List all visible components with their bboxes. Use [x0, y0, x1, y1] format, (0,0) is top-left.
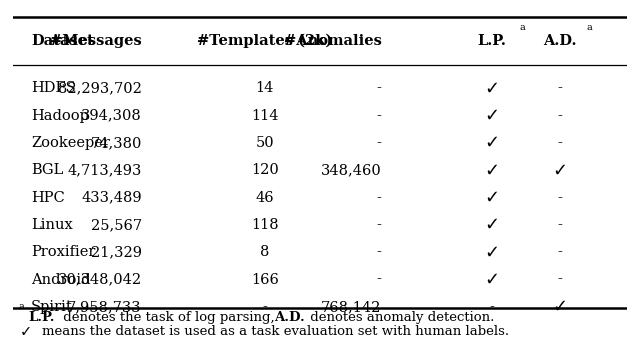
- Text: ✓: ✓: [484, 79, 500, 97]
- Text: -: -: [557, 218, 562, 232]
- Text: -: -: [376, 191, 381, 205]
- Text: Spirit: Spirit: [31, 300, 73, 314]
- Text: 120: 120: [251, 163, 278, 177]
- Text: 114: 114: [251, 109, 278, 123]
- Text: ✓: ✓: [484, 243, 500, 261]
- Text: ✓: ✓: [484, 107, 500, 125]
- Text: Linux: Linux: [31, 218, 73, 232]
- Text: 394,308: 394,308: [81, 109, 142, 123]
- Text: ✓: ✓: [484, 271, 500, 289]
- Text: -: -: [376, 109, 381, 123]
- Text: -: -: [557, 109, 562, 123]
- Text: means the dataset is used as a task evaluation set with human labels.: means the dataset is used as a task eval…: [42, 325, 509, 338]
- Text: L.P.: L.P.: [28, 311, 54, 324]
- Text: Dataset: Dataset: [31, 34, 94, 48]
- Text: -: -: [376, 218, 381, 232]
- Text: #Messages: #Messages: [50, 34, 142, 48]
- Text: -: -: [557, 273, 562, 287]
- Text: Proxifier: Proxifier: [31, 245, 95, 259]
- Text: 82,293,702: 82,293,702: [58, 81, 142, 95]
- Text: ✓: ✓: [484, 162, 500, 179]
- Text: -: -: [376, 273, 381, 287]
- Text: A.D.: A.D.: [543, 34, 577, 48]
- Text: 433,489: 433,489: [81, 191, 142, 205]
- Text: L.P.: L.P.: [477, 34, 506, 48]
- Text: A.D.: A.D.: [274, 311, 305, 324]
- Text: -: -: [557, 136, 562, 150]
- Text: 7,958,733: 7,958,733: [67, 300, 142, 314]
- Text: -: -: [557, 245, 562, 259]
- Text: HPC: HPC: [31, 191, 65, 205]
- Text: Zookeeper: Zookeeper: [31, 136, 110, 150]
- Text: -: -: [376, 81, 381, 95]
- Text: BGL: BGL: [31, 163, 63, 177]
- Text: a: a: [586, 23, 592, 32]
- Text: 21,329: 21,329: [91, 245, 142, 259]
- Text: a: a: [520, 23, 525, 32]
- Text: ✓: ✓: [552, 162, 567, 179]
- Text: 8: 8: [260, 245, 269, 259]
- Text: ✓: ✓: [484, 134, 500, 152]
- Text: 50: 50: [255, 136, 274, 150]
- Text: 25,567: 25,567: [91, 218, 142, 232]
- Text: Hadoop: Hadoop: [31, 109, 89, 123]
- Text: Android: Android: [31, 273, 91, 287]
- Text: 30,348,042: 30,348,042: [58, 273, 142, 287]
- Text: -: -: [557, 191, 562, 205]
- Text: 46: 46: [255, 191, 274, 205]
- Text: denotes anomaly detection.: denotes anomaly detection.: [306, 311, 494, 324]
- Text: -: -: [376, 245, 381, 259]
- Text: HDFS: HDFS: [31, 81, 76, 95]
- Text: 4,713,493: 4,713,493: [67, 163, 142, 177]
- Text: 14: 14: [255, 81, 274, 95]
- Text: #Templates (2k): #Templates (2k): [197, 34, 332, 48]
- Text: -: -: [262, 300, 267, 314]
- Text: denotes the task of log parsing,: denotes the task of log parsing,: [59, 311, 279, 324]
- Text: -: -: [490, 300, 495, 314]
- Text: ✓: ✓: [20, 324, 33, 339]
- Text: ✓: ✓: [484, 216, 500, 234]
- Text: 118: 118: [251, 218, 278, 232]
- Text: #Anomalies: #Anomalies: [284, 34, 381, 48]
- Text: 348,460: 348,460: [321, 163, 381, 177]
- Text: -: -: [376, 136, 381, 150]
- Text: 74,380: 74,380: [90, 136, 142, 150]
- Text: ✓: ✓: [484, 189, 500, 207]
- Text: 166: 166: [251, 273, 278, 287]
- Text: -: -: [557, 81, 562, 95]
- Text: 768,142: 768,142: [321, 300, 381, 314]
- Text: a: a: [19, 302, 25, 311]
- Text: ✓: ✓: [552, 298, 567, 316]
